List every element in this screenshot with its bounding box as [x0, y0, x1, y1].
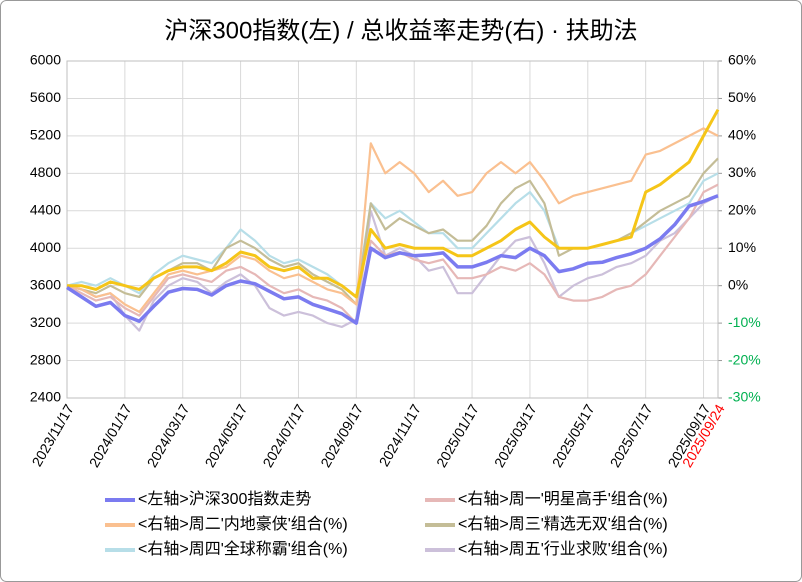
plot-border: [66, 60, 719, 399]
legend-label: <左轴>沪深300指数走势: [138, 490, 311, 508]
legend-label: <右轴>周四'全球称霸'组合(%): [138, 540, 348, 558]
y-tick-label: 6000: [30, 52, 61, 68]
y-tick-label: 3600: [30, 276, 61, 292]
series-line: [66, 194, 719, 332]
series-line: [66, 127, 719, 313]
y-tick-label: 2400: [30, 389, 61, 405]
y-tick-label: 4000: [30, 239, 61, 255]
series-line: [66, 194, 719, 325]
y2-tick-label: 60%: [728, 52, 756, 68]
y-tick-label: 2800: [30, 351, 61, 367]
y2-tick-label: -20%: [728, 351, 761, 367]
y-tick-label: 5200: [30, 127, 61, 143]
legend-label: <右轴>周二'内地豪侠'组合(%): [138, 514, 348, 533]
legend-label: <右轴>周三'精选无双'组合(%): [458, 515, 668, 533]
legend-label: <右轴>周五'行业求败'组合(%): [458, 540, 668, 558]
y-tick-label: 4800: [30, 164, 61, 180]
legend-label: <右轴>周一'明星高手'组合(%): [458, 490, 668, 508]
y2-tick-label: 20%: [728, 201, 756, 217]
y2-tick-label: -10%: [728, 314, 761, 330]
y2-tick-label: 50%: [728, 89, 756, 105]
y-tick-label: 4400: [30, 201, 61, 217]
y2-tick-label: 40%: [728, 127, 756, 143]
y2-tick-label: 0%: [728, 276, 748, 292]
series-line: [67, 108, 720, 299]
y2-tick-label: 30%: [728, 164, 756, 180]
y2-tick-label: -30%: [728, 389, 761, 405]
y-tick-label: 5600: [30, 89, 61, 105]
y2-tick-label: 10%: [728, 239, 756, 255]
chart-title: 沪深300指数(左) / 总收益率走势(右) · 扶助法: [164, 17, 637, 44]
y-tick-label: 3200: [30, 314, 61, 330]
